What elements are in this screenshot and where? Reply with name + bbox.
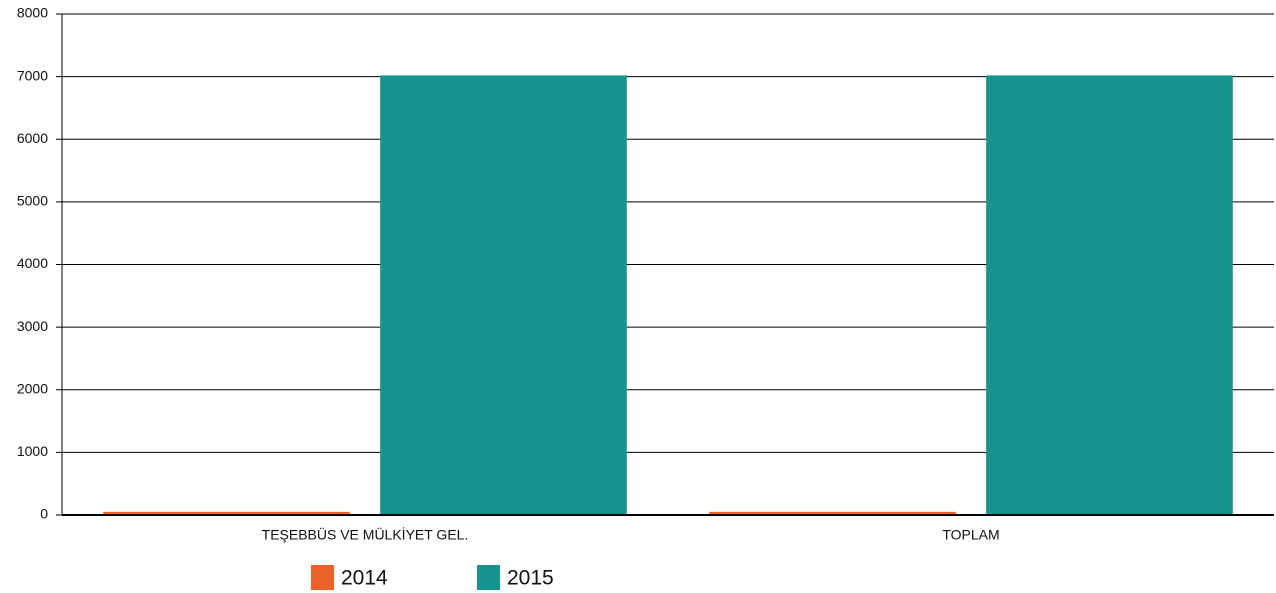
legend-swatch — [311, 565, 334, 590]
x-tick-label: TEŞEBBÜS VE MÜLKİYET GEL. — [262, 526, 469, 543]
y-tick-label: 2000 — [17, 380, 48, 396]
y-tick-label: 5000 — [17, 193, 48, 209]
y-tick-label: 4000 — [17, 255, 48, 271]
y-tick-label: 8000 — [17, 5, 48, 21]
y-tick-label: 3000 — [17, 318, 48, 334]
bar — [380, 75, 627, 515]
y-tick-label: 1000 — [17, 443, 48, 459]
bar — [103, 511, 350, 515]
x-tick-label: TOPLAM — [942, 527, 999, 543]
y-tick-label: 0 — [40, 506, 48, 522]
bar — [986, 75, 1233, 515]
legend-label: 2015 — [507, 567, 554, 590]
bar — [709, 511, 956, 515]
y-tick-label: 7000 — [17, 67, 48, 83]
y-tick-label: 6000 — [17, 130, 48, 146]
legend-swatch — [477, 565, 500, 590]
legend-label: 2014 — [341, 567, 388, 590]
